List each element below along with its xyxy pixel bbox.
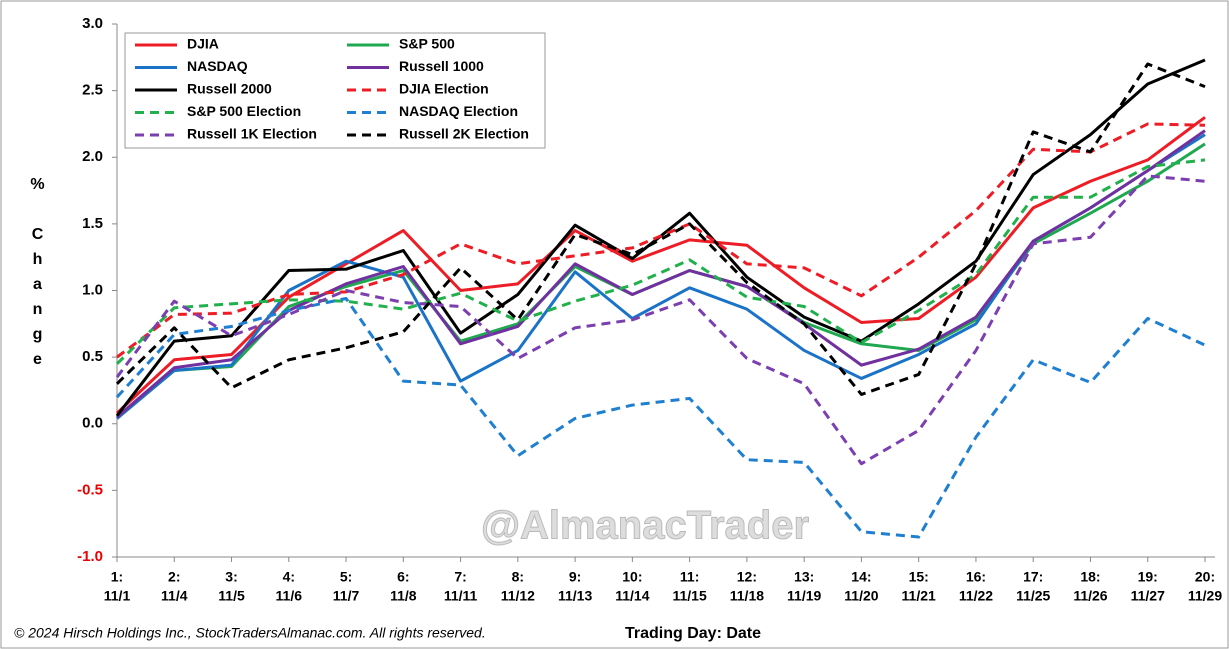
x-tick-label: 17: [1023,569,1043,585]
y-tick-label: 0.0 [82,415,103,432]
x-tick-label: 11/19 [787,588,821,604]
y-tick-label: 3.0 [82,15,103,32]
y-tick-label: 1.0 [82,281,103,298]
legend-label: Russell 1K Election [187,126,317,142]
legend-box [124,32,546,149]
x-tick-label: 11/25 [1016,588,1050,604]
legend-label: Russell 1000 [399,58,484,74]
x-tick-label: 11/13 [558,588,592,604]
series-line [116,129,1206,419]
x-tick-label: 13: [794,569,814,585]
x-tick-label: 16: [966,569,986,585]
watermark: @AlmanacTrader [481,504,809,548]
x-tick-label: 19: [1138,569,1158,585]
x-tick-label: 12: [737,569,757,585]
x-tick-label: 9: [569,569,581,585]
y-axis-label: % Change [29,176,46,376]
series-line [115,158,1206,365]
x-tick-label: 3: [225,569,237,585]
legend-label: Russell 2000 [187,81,272,97]
x-tick-label: 11/8 [390,588,417,604]
legend-label: NASDAQ [187,58,248,74]
x-tick-label: 8: [512,569,524,585]
x-tick-label: 11/26 [1073,588,1107,604]
x-tick-label: 11/6 [276,588,303,604]
series-line [115,174,1206,466]
x-tick-label: 11/21 [902,588,936,604]
x-tick-label: 11: [680,569,699,585]
series-line [116,122,1206,359]
legend-label: S&P 500 [399,36,455,52]
x-tick-label: 11/11 [444,588,478,604]
x-tick-label: 11/22 [959,588,993,604]
x-tick-label: 20: [1195,569,1215,585]
legend-label: DJIA Election [399,81,489,97]
y-tick-label: -0.5 [77,481,103,498]
x-tick-label: 11/5 [218,588,245,604]
x-tick-label: 5: [340,569,352,585]
y-tick-label: 1.5 [82,215,103,232]
x-tick-label: 11/4 [161,588,188,604]
x-tick-label: 11/1 [104,588,131,604]
x-tick-label: 11/15 [672,588,706,604]
x-tick-label: 6: [397,569,409,585]
x-tick-label: 15: [909,569,929,585]
series-line [115,116,1206,415]
y-tick-label: 0.5 [82,348,103,365]
y-tick-label: -1.0 [77,548,103,565]
x-axis-label: Trading Day: Date [625,625,761,642]
x-tick-label: 4: [283,569,295,585]
legend-label: Russell 2K Election [399,126,529,142]
x-tick-label: 11/27 [1131,588,1165,604]
x-tick-label: 10: [622,569,642,585]
x-tick-label: 11/7 [333,588,360,604]
legend-label: NASDAQ Election [399,103,518,119]
y-tick-label: 2.0 [82,148,103,165]
x-tick-label: 7: [454,569,466,585]
x-tick-label: 11/18 [730,588,764,604]
x-tick-label: 11/29 [1188,588,1222,604]
x-tick-label: 2: [168,569,180,585]
x-tick-label: 11/12 [501,588,535,604]
copyright: © 2024 Hirsch Holdings Inc., StockTrader… [14,625,486,641]
y-tick-label: 2.5 [82,82,103,99]
x-tick-label: 14: [851,569,871,585]
legend-label: S&P 500 Election [187,103,301,119]
legend-label: DJIA [187,36,219,52]
x-tick-label: 18: [1080,569,1100,585]
series-line [115,296,1206,539]
x-tick-label: 1: [111,569,123,585]
x-tick-label: 11/14 [615,588,649,604]
x-tick-label: 11/20 [844,588,878,604]
